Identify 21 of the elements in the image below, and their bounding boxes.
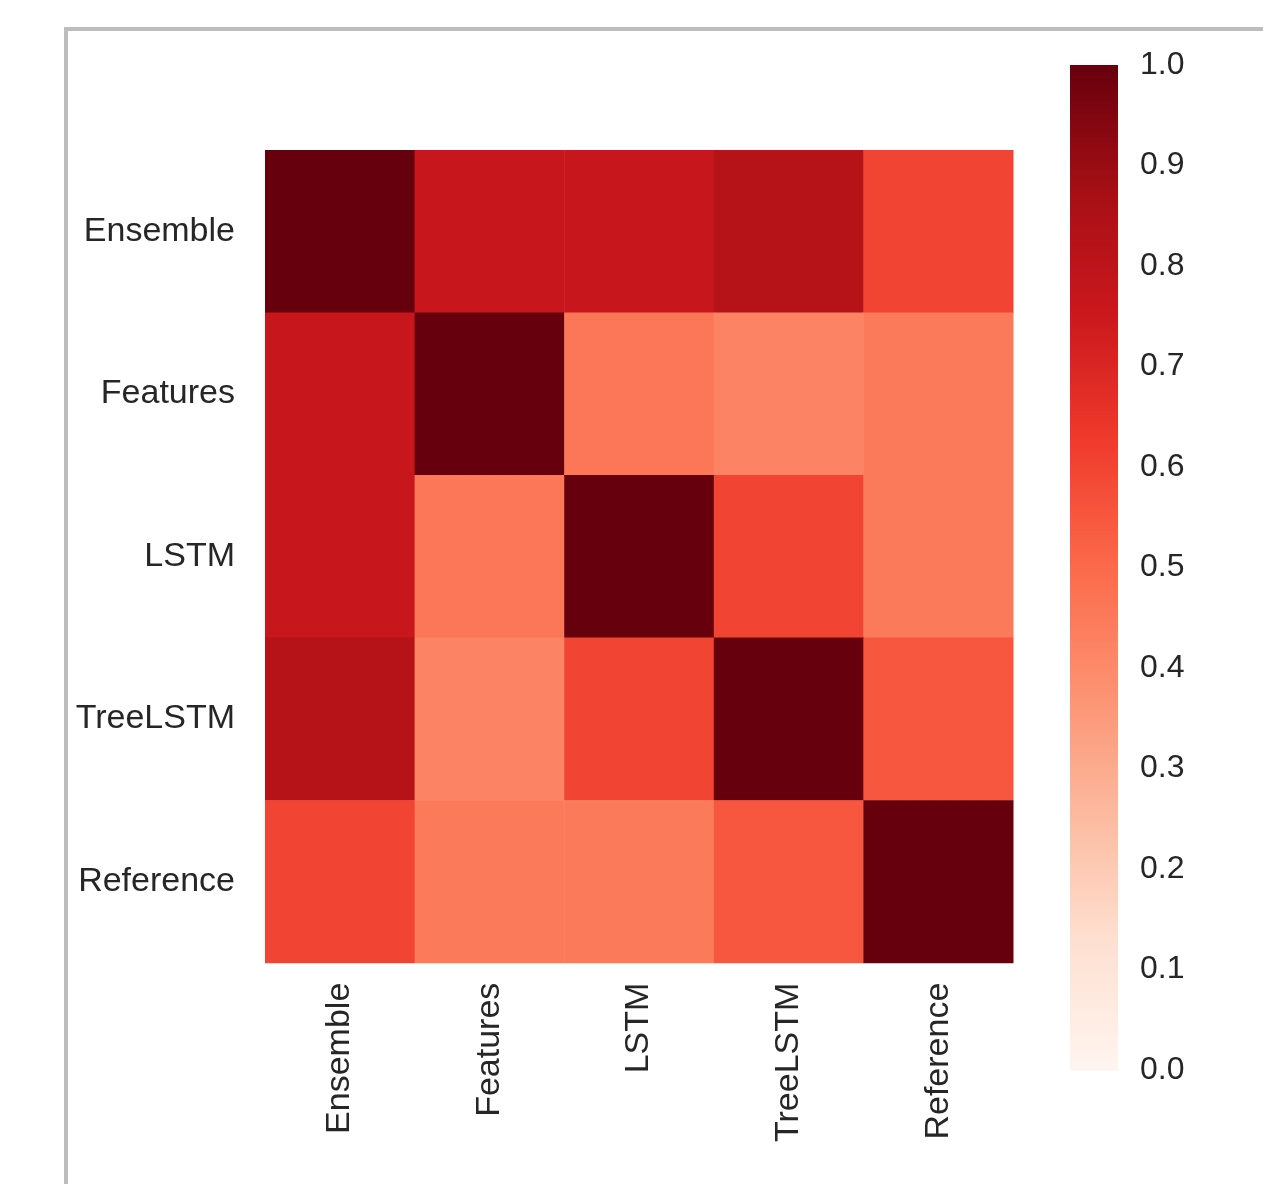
color-bar-label: 0.9 <box>1140 145 1185 182</box>
y-tick-label: Ensemble <box>83 209 235 248</box>
color-bar-label: 0.0 <box>1140 1049 1185 1086</box>
x-tick-label: Ensemble <box>318 982 357 1134</box>
color-bar-label: 0.4 <box>1140 647 1185 684</box>
x-tick-label: TreeLSTM <box>766 982 805 1142</box>
color-bar-label: 0.8 <box>1140 245 1185 282</box>
color-bar-label: 1.0 <box>1140 44 1185 81</box>
y-tick-label: LSTM <box>144 534 235 573</box>
x-tick-label: LSTM <box>617 982 656 1074</box>
color-bar-label: 0.2 <box>1140 848 1185 885</box>
color-bar-label: 0.1 <box>1140 949 1185 986</box>
color-bar-label: 0.6 <box>1140 446 1185 483</box>
color-bar-label: 0.7 <box>1140 346 1185 383</box>
color-bar-label: 0.5 <box>1140 547 1185 584</box>
y-tick-label: TreeLSTM <box>75 697 235 736</box>
y-tick-label: Features <box>100 372 235 411</box>
x-tick-label: Features <box>467 982 506 1117</box>
x-tick-label: Reference <box>916 982 955 1140</box>
y-tick-label: Reference <box>78 859 235 898</box>
color-bar-label: 0.3 <box>1140 748 1185 785</box>
